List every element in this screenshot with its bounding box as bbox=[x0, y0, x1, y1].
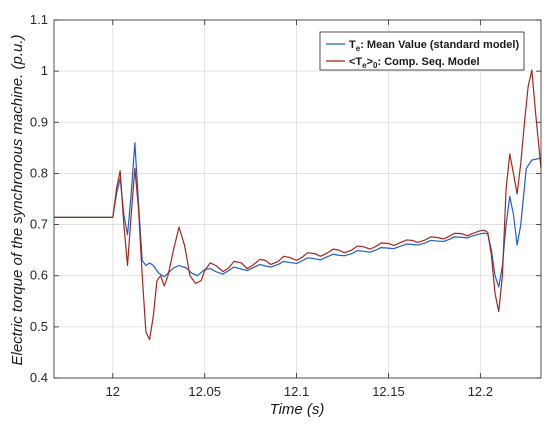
y-tick-label: 0.8 bbox=[30, 165, 48, 180]
series-line-comp-seq bbox=[54, 69, 542, 341]
x-tick-label: 12.05 bbox=[188, 384, 221, 399]
x-axis-label: Time (s) bbox=[270, 401, 325, 418]
y-tick-label: 0.5 bbox=[30, 319, 48, 334]
series-line-mean-value bbox=[54, 142, 542, 288]
x-tick-label: 12 bbox=[106, 384, 120, 399]
y-tick-label: 1.1 bbox=[30, 12, 48, 27]
legend-entry-mean-value: Te: Mean Value (standard model) bbox=[349, 39, 519, 53]
y-tick-label: 1 bbox=[41, 63, 48, 78]
legend: Te: Mean Value (standard model) <Te>0: C… bbox=[319, 31, 525, 71]
legend-entry-comp-seq: <Te>0: Comp. Seq. Model bbox=[349, 56, 480, 70]
y-tick-label: 0.9 bbox=[30, 114, 48, 129]
plot-area bbox=[54, 20, 541, 378]
x-tick-label: 12.15 bbox=[372, 384, 405, 399]
axis-ticks: 12 12.05 12.1 12.15 12.2 0.4 0.5 0.6 0.7 0.8 0.9 1 1… bbox=[30, 12, 541, 399]
y-axis-label: Electric torque of the synchronous machi… bbox=[9, 34, 26, 365]
x-tick-label: 12.1 bbox=[284, 384, 309, 399]
plot-frame bbox=[53, 19, 542, 379]
y-tick-label: 0.6 bbox=[30, 268, 48, 283]
series-layer bbox=[54, 69, 542, 341]
y-tick-label: 0.4 bbox=[30, 370, 48, 385]
legend-box bbox=[319, 31, 525, 71]
y-tick-label: 0.7 bbox=[30, 217, 48, 232]
x-tick-label: 12.2 bbox=[468, 384, 493, 399]
